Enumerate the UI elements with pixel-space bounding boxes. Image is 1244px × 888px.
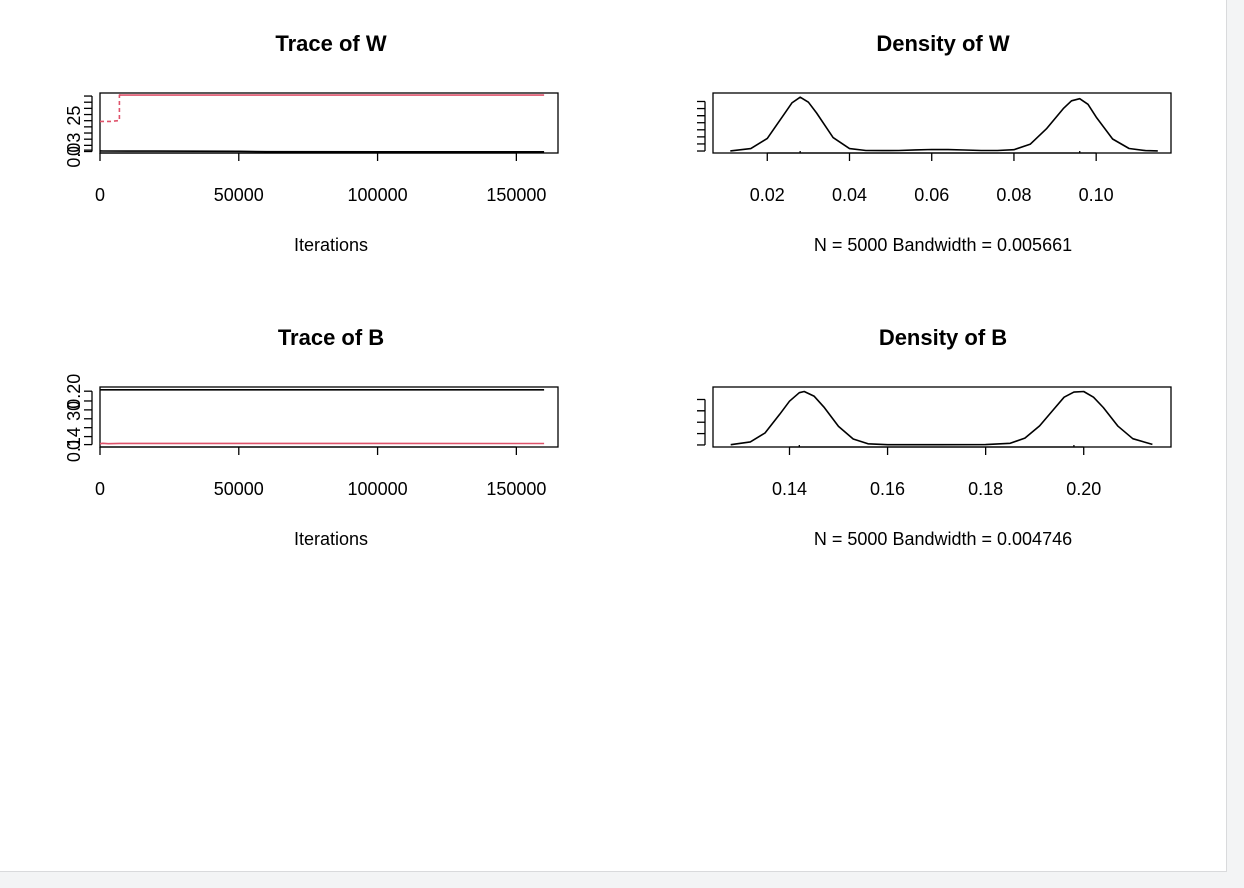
trace-w-series-line <box>100 94 123 123</box>
density-w-x-tick-label: 0.10 <box>1079 185 1114 205</box>
trace-w-panel: Trace of W 0 50000 100000 150000 0.03 Iteratio… <box>64 31 559 255</box>
density-w-title: Density of W <box>876 31 1009 56</box>
trace-w-y-axis: 0.03 <box>64 95 93 168</box>
trace-b-x-label: Iterations <box>294 529 368 549</box>
density-w-y-tick-label: 25 <box>64 106 84 126</box>
density-b-x-label: N = 5000 Bandwidth = 0.004746 <box>814 529 1072 549</box>
trace-b-title: Trace of B <box>278 325 384 350</box>
trace-b-panel: Trace of B 0 50000 100000 150000 0.14 0.20 Iter… <box>64 325 559 549</box>
density-w-y-tick-label: 0 <box>64 146 84 156</box>
trace-w-x-tick-label: 150000 <box>486 185 546 205</box>
density-w-x-tick-label: 0.04 <box>832 185 867 205</box>
density-w-y-axis: 0 25 <box>64 100 706 156</box>
density-b-x-tick-label: 0.16 <box>870 479 905 499</box>
trace-b-y-tick-label: 0.14 <box>64 427 84 462</box>
trace-b-x-tick-label: 50000 <box>214 479 264 499</box>
trace-w-series-line <box>99 150 545 153</box>
plot-area: Trace of W 0 50000 100000 150000 0.03 Iteratio… <box>0 0 1227 872</box>
trace-w-y-tick-label: 0.03 <box>64 133 84 168</box>
trace-b-x-tick-label: 100000 <box>348 479 408 499</box>
density-b-frame <box>712 386 1172 448</box>
density-w-panel: Density of W 0.02 0.04 0.06 0.08 0.10 0 25 N = 5… <box>64 31 1172 255</box>
density-w-x-axis: 0.02 0.04 0.06 0.08 0.10 <box>750 152 1114 205</box>
density-w-x-tick-label: 0.06 <box>914 185 949 205</box>
density-b-panel: Density of B 0.14 0.16 0.18 0.20 0 30 N = 5000 … <box>64 325 1172 549</box>
density-w-x-tick-label: 0.02 <box>750 185 785 205</box>
density-b-x-tick-label: 0.20 <box>1066 479 1101 499</box>
density-w-x-tick-label: 0.08 <box>996 185 1031 205</box>
density-b-y-tick-label: 0 <box>64 440 84 450</box>
density-w-series-line <box>730 96 1158 152</box>
density-b-series-line <box>730 390 1153 446</box>
trace-w-frame <box>99 92 559 154</box>
density-b-title: Density of B <box>879 325 1007 350</box>
density-b-x-tick-label: 0.18 <box>968 479 1003 499</box>
trace-b-frame <box>99 386 559 448</box>
density-w-frame <box>712 92 1172 154</box>
density-w-x-label: N = 5000 Bandwidth = 0.005661 <box>814 235 1072 255</box>
trace-b-x-tick-label: 0 <box>95 479 105 499</box>
coda-plot: Trace of W 0 50000 100000 150000 0.03 Iteratio… <box>64 31 1172 549</box>
trace-b-y-tick-label: 0.20 <box>64 374 84 409</box>
density-b-x-tick-label: 0.14 <box>772 479 807 499</box>
trace-b-x-tick-label: 150000 <box>486 479 546 499</box>
trace-w-x-tick-label: 100000 <box>348 185 408 205</box>
trace-w-x-axis: 0 50000 100000 150000 <box>95 152 546 205</box>
trace-b-y-axis: 0.14 0.20 <box>64 374 93 462</box>
density-b-y-tick-label: 30 <box>64 401 84 421</box>
trace-b-x-axis: 0 50000 100000 150000 <box>95 446 546 499</box>
trace-w-title: Trace of W <box>275 31 386 56</box>
trace-w-x-label: Iterations <box>294 235 368 255</box>
trace-w-x-tick-label: 0 <box>95 185 105 205</box>
trace-w-x-tick-label: 50000 <box>214 185 264 205</box>
density-b-x-axis: 0.14 0.16 0.18 0.20 <box>772 446 1101 499</box>
density-b-y-axis: 0 30 <box>64 398 706 450</box>
